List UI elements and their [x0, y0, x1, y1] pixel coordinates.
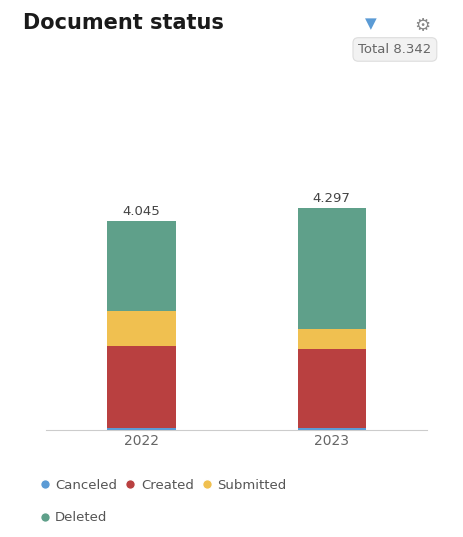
- Bar: [297, 349, 365, 428]
- Bar: [297, 208, 365, 329]
- Text: 4.045: 4.045: [122, 205, 160, 217]
- Bar: [107, 428, 175, 430]
- Text: 4.297: 4.297: [312, 192, 350, 205]
- Bar: [297, 428, 365, 430]
- Legend: Deleted: Deleted: [34, 506, 113, 529]
- Text: Total 8.342: Total 8.342: [357, 43, 431, 56]
- Bar: [107, 221, 175, 311]
- Bar: [107, 311, 175, 346]
- Bar: [297, 329, 365, 349]
- Text: ⚙: ⚙: [413, 17, 429, 35]
- Text: Document status: Document status: [23, 13, 224, 33]
- Bar: [107, 346, 175, 428]
- Text: ▼: ▼: [364, 16, 376, 31]
